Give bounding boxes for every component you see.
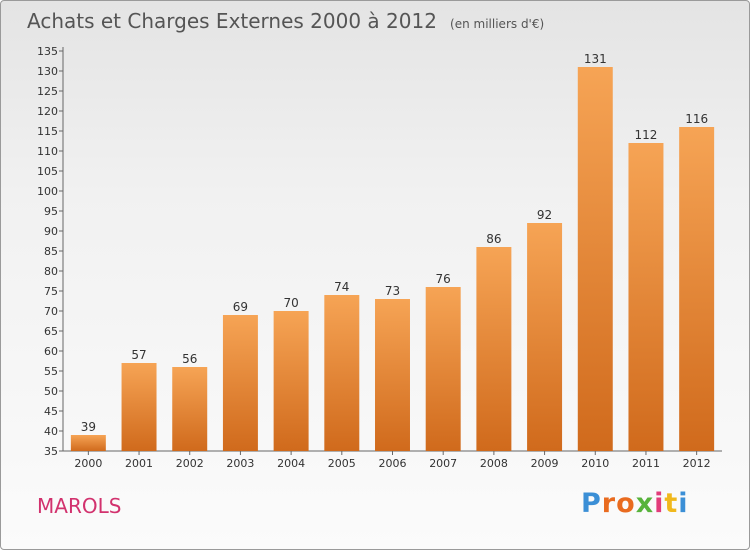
y-tick-label: 65: [44, 325, 58, 338]
proxiti-logo: Proxiti: [581, 488, 689, 519]
data-label: 86: [486, 232, 501, 246]
brand-letter: P: [581, 488, 602, 519]
x-tick-label: 2002: [176, 457, 204, 470]
x-tick-label: 2011: [632, 457, 660, 470]
y-axis: 35 40 45 50 55 60 65 70 75 80 85 90 95 100 105 110 115 12…: [37, 45, 64, 458]
bar: [324, 295, 360, 451]
x-tick-label: 2012: [683, 457, 711, 470]
brand-letter: i: [654, 488, 665, 519]
y-tick-label: 35: [44, 445, 58, 458]
y-tick-label: 55: [44, 365, 58, 378]
y-tick-label: 125: [37, 85, 58, 98]
y-tick-label: 70: [44, 305, 58, 318]
x-tick-label: 2007: [429, 457, 457, 470]
bar: [375, 299, 410, 451]
x-tick-label: 2004: [277, 457, 305, 470]
bars-group: [70, 67, 715, 451]
bar: [679, 127, 715, 451]
data-label: 76: [436, 272, 451, 286]
y-tick-label: 95: [44, 205, 58, 218]
data-label: 131: [584, 52, 607, 66]
y-tick-label: 45: [44, 405, 58, 418]
chart-title-text: Achats et Charges Externes 2000 à 2012: [27, 9, 437, 33]
x-tick-label: 2006: [379, 457, 407, 470]
y-tick-label: 115: [37, 125, 58, 138]
data-label: 74: [334, 280, 349, 294]
bar: [476, 247, 512, 451]
bar: [527, 223, 563, 451]
bar: [172, 367, 208, 451]
data-label: 116: [685, 112, 708, 126]
bar: [222, 315, 258, 451]
y-tick-label: 100: [37, 185, 58, 198]
brand-letter: x: [635, 488, 655, 519]
y-tick-label: 120: [37, 105, 58, 118]
bar: [70, 435, 106, 451]
data-label: 112: [635, 128, 658, 142]
data-label: 56: [182, 352, 197, 366]
x-tick-label: 2010: [581, 457, 609, 470]
data-label: 70: [283, 296, 298, 310]
data-label: 73: [385, 284, 400, 298]
bar: [628, 143, 664, 451]
brand-letter: r: [601, 488, 617, 519]
x-axis: 2000 2001 2002 2003 2004 2005 2006 2007 2008 2009…: [63, 450, 722, 470]
y-tick-label: 60: [44, 345, 58, 358]
y-tick-label: 130: [37, 65, 58, 78]
x-tick-label: 2000: [74, 457, 102, 470]
data-label: 39: [81, 420, 96, 434]
y-tick-label: 40: [44, 425, 58, 438]
chart-title: Achats et Charges Externes 2000 à 2012 (…: [27, 9, 544, 33]
y-tick-label: 110: [37, 145, 58, 158]
brand-letter: o: [616, 488, 636, 519]
bar: [425, 287, 461, 451]
x-tick-label: 2005: [328, 457, 356, 470]
x-tick-label: 2009: [531, 457, 559, 470]
y-tick-label: 50: [44, 385, 58, 398]
place-name: MAROLS: [37, 494, 122, 518]
data-labels-group: 39 57 56 69 70 74 73 76 86 92 131 112 116: [81, 52, 708, 434]
y-tick-label: 80: [44, 265, 58, 278]
y-tick-label: 105: [37, 165, 58, 178]
bar: [577, 67, 613, 451]
x-tick-label: 2001: [125, 457, 153, 470]
y-tick-label: 90: [44, 225, 58, 238]
bar: [273, 311, 309, 451]
data-label: 92: [537, 208, 552, 222]
data-label: 57: [131, 348, 146, 362]
y-tick-label: 85: [44, 245, 58, 258]
brand-letter: t: [664, 488, 679, 519]
y-tick-label: 135: [37, 45, 58, 58]
brand-letter: i: [678, 488, 689, 519]
y-tick-label: 75: [44, 285, 58, 298]
data-label: 69: [233, 300, 248, 314]
x-tick-label: 2003: [226, 457, 254, 470]
chart-unit-label: (en milliers d'€): [450, 17, 545, 31]
bar: [121, 363, 157, 451]
x-tick-label: 2008: [480, 457, 508, 470]
